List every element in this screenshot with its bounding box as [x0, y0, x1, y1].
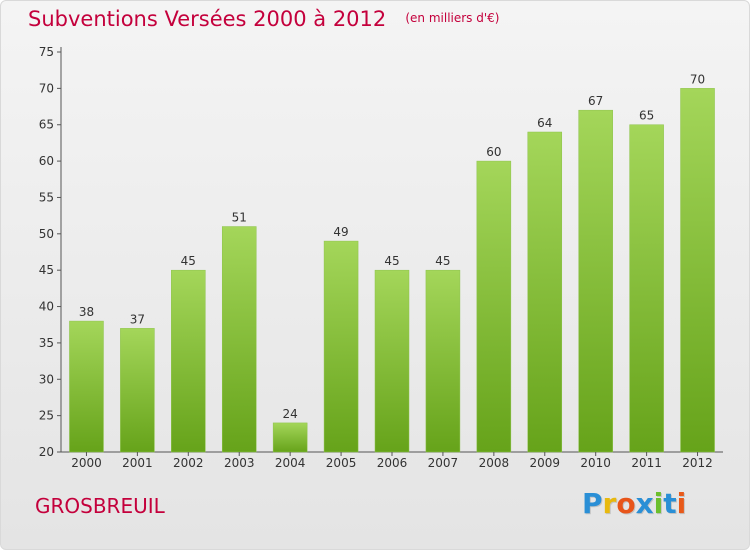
- bar-value-label: 24: [283, 407, 298, 421]
- y-tick-label: 30: [39, 372, 54, 386]
- y-tick-label: 55: [39, 190, 54, 204]
- bar: [578, 109, 613, 453]
- proxiti-logo: Proxiti: [582, 487, 686, 520]
- x-tick-label: 2001: [122, 456, 153, 470]
- x-tick-label: 2004: [275, 456, 306, 470]
- x-tick-label: 2007: [428, 456, 459, 470]
- bar: [171, 269, 206, 453]
- logo-letter: P: [582, 487, 603, 520]
- bar: [680, 88, 715, 453]
- bar: [120, 328, 155, 453]
- logo-letter: o: [616, 487, 636, 520]
- bar: [221, 226, 257, 453]
- bar-value-label: 37: [130, 312, 145, 326]
- bar-value-label: 45: [384, 254, 399, 268]
- bar: [272, 422, 308, 453]
- y-tick-label: 35: [39, 336, 54, 350]
- y-tick-label: 25: [39, 409, 54, 423]
- bar: [476, 160, 512, 453]
- x-tick-label: 2009: [529, 456, 560, 470]
- bar-value-label: 70: [690, 72, 705, 86]
- bar-value-label: 38: [79, 305, 94, 319]
- x-tick-label: 2002: [173, 456, 204, 470]
- logo-letter: x: [635, 487, 654, 520]
- title-row: Subventions Versées 2000 à 2012 (en mill…: [28, 7, 499, 31]
- y-tick-label: 65: [39, 118, 54, 132]
- commune-name: GROSBREUIL: [35, 494, 165, 518]
- y-tick-label: 60: [39, 154, 54, 168]
- bar: [629, 124, 664, 453]
- x-tick-label: 2000: [71, 456, 102, 470]
- bar: [69, 320, 104, 453]
- bar-value-label: 49: [333, 225, 348, 239]
- x-tick-label: 2010: [580, 456, 611, 470]
- x-tick-label: 2008: [479, 456, 510, 470]
- y-tick-label: 70: [39, 81, 54, 95]
- bar-value-label: 51: [232, 211, 247, 225]
- x-tick-label: 2012: [682, 456, 713, 470]
- logo-letter: r: [602, 487, 617, 520]
- bar: [425, 269, 461, 453]
- x-tick-label: 2011: [631, 456, 662, 470]
- bar-value-label: 45: [181, 254, 196, 268]
- bar: [323, 240, 359, 453]
- logo-letter: t: [663, 487, 677, 520]
- bar-value-label: 60: [486, 145, 501, 159]
- bar-value-label: 64: [537, 116, 552, 130]
- bar-value-label: 65: [639, 109, 654, 123]
- y-tick-label: 45: [39, 263, 54, 277]
- y-tick-label: 50: [39, 227, 54, 241]
- y-tick-label: 40: [39, 300, 54, 314]
- bar-value-label: 67: [588, 94, 603, 108]
- logo-letter: i: [653, 487, 664, 520]
- bar: [527, 131, 563, 453]
- x-tick-label: 2005: [326, 456, 357, 470]
- bar-value-label: 45: [435, 254, 450, 268]
- logo-letter: i: [676, 487, 687, 520]
- y-tick-label: 20: [39, 445, 54, 459]
- x-tick-label: 2003: [224, 456, 255, 470]
- y-tick-label: 75: [39, 45, 54, 59]
- bar: [374, 269, 410, 453]
- chart-title: Subventions Versées 2000 à 2012: [28, 7, 387, 31]
- chart-subtitle: (en milliers d'€): [405, 11, 500, 25]
- x-tick-label: 2006: [377, 456, 408, 470]
